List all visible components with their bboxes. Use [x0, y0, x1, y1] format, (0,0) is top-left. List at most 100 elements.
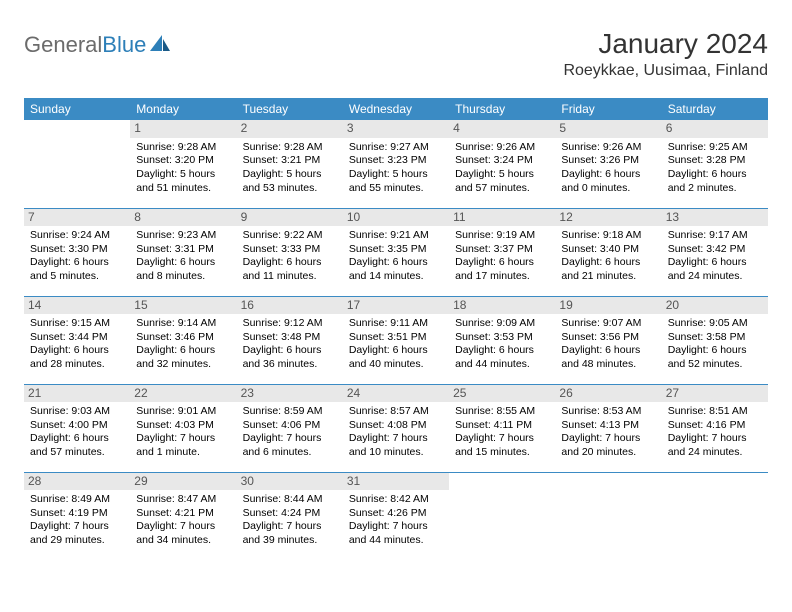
day-detail-line: Daylight: 6 hours	[30, 256, 124, 270]
weekday-header: Saturday	[662, 98, 768, 120]
day-detail-line: Sunrise: 8:51 AM	[668, 405, 762, 419]
day-number: 6	[662, 120, 768, 138]
day-number: 21	[24, 385, 130, 403]
day-number: 4	[449, 120, 555, 138]
calendar-day-cell: 26Sunrise: 8:53 AMSunset: 4:13 PMDayligh…	[555, 384, 661, 472]
day-detail-line: Sunrise: 9:12 AM	[243, 317, 337, 331]
day-detail-line: Sunrise: 9:09 AM	[455, 317, 549, 331]
calendar-day-cell: 10Sunrise: 9:21 AMSunset: 3:35 PMDayligh…	[343, 208, 449, 296]
calendar-week-row: 21 Sunrise: 9:03 AMSunset: 4:00 PM Dayligh…	[24, 384, 768, 472]
day-detail-line: Daylight: 5 hours	[136, 168, 230, 182]
day-detail-line: Sunset: 3:24 PM	[455, 154, 549, 168]
day-number: 25	[449, 385, 555, 403]
day-detail-line: Daylight: 7 hours	[136, 432, 230, 446]
calendar-day-cell: 31Sunrise: 8:42 AMSunset: 4:26 PMDayligh…	[343, 472, 449, 560]
calendar-day-cell: 23Sunrise: 8:59 AMSunset: 4:06 PMDayligh…	[237, 384, 343, 472]
calendar-day-cell	[555, 472, 661, 560]
weekday-header: Sunday	[24, 98, 130, 120]
calendar-week-row: 1Sunrise: 9:28 AMSunset: 3:20 PMDaylight…	[24, 120, 768, 208]
day-detail-line: Daylight: 5 hours	[243, 168, 337, 182]
day-detail-line: Sunrise: 9:03 AM	[30, 405, 124, 419]
day-detail-line: Sunrise: 8:55 AM	[455, 405, 549, 419]
day-detail-line: Sunset: 3:20 PM	[136, 154, 230, 168]
day-detail-line: Daylight: 6 hours	[455, 344, 549, 358]
day-detail-line: Sunset: 4:06 PM	[243, 419, 337, 433]
day-number: 12	[555, 209, 661, 227]
day-detail-line: Sunrise: 9:28 AM	[243, 141, 337, 155]
day-detail-line: Sunrise: 8:42 AM	[349, 493, 443, 507]
day-number: 14	[24, 297, 130, 315]
day-detail-line: Sunrise: 9:05 AM	[668, 317, 762, 331]
day-detail-line: Sunrise: 8:47 AM	[136, 493, 230, 507]
calendar-day-cell: 27Sunrise: 8:51 AMSunset: 4:16 PMDayligh…	[662, 384, 768, 472]
day-detail-line: and 57 minutes.	[30, 446, 124, 460]
calendar-day-cell	[662, 472, 768, 560]
day-detail-line: and 48 minutes.	[561, 358, 655, 372]
day-detail-line: Daylight: 6 hours	[455, 256, 549, 270]
calendar-day-cell: 11Sunrise: 9:19 AMSunset: 3:37 PMDayligh…	[449, 208, 555, 296]
day-detail-line: and 15 minutes.	[455, 446, 549, 460]
day-detail-line: Sunset: 4:19 PM	[30, 507, 124, 521]
weekday-header: Tuesday	[237, 98, 343, 120]
day-detail-line: Sunset: 3:51 PM	[349, 331, 443, 345]
day-number: 24	[343, 385, 449, 403]
day-number: 10	[343, 209, 449, 227]
day-detail-line: and 34 minutes.	[136, 534, 230, 548]
location-subtitle: Roeykkae, Uusimaa, Finland	[563, 62, 768, 80]
day-detail-line: and 24 minutes.	[668, 446, 762, 460]
day-detail-line: Sunset: 3:28 PM	[668, 154, 762, 168]
day-detail-line: and 39 minutes.	[243, 534, 337, 548]
calendar-week-row: 7Sunrise: 9:24 AMSunset: 3:30 PMDaylight…	[24, 208, 768, 296]
day-detail-line: Sunset: 3:56 PM	[561, 331, 655, 345]
day-detail-line: Sunrise: 9:26 AM	[455, 141, 549, 155]
day-detail-line: and 40 minutes.	[349, 358, 443, 372]
day-detail-line: Sunrise: 9:07 AM	[561, 317, 655, 331]
day-detail-line: Sunset: 4:11 PM	[455, 419, 549, 433]
day-detail-line: and 44 minutes.	[455, 358, 549, 372]
day-detail-line: and 2 minutes.	[668, 182, 762, 196]
day-detail-line: Sunset: 3:44 PM	[30, 331, 124, 345]
calendar-day-cell: 17Sunrise: 9:11 AMSunset: 3:51 PMDayligh…	[343, 296, 449, 384]
weekday-header: Wednesday	[343, 98, 449, 120]
day-detail-line: and 21 minutes.	[561, 270, 655, 284]
day-detail-line: and 28 minutes.	[30, 358, 124, 372]
calendar-day-cell: 18Sunrise: 9:09 AMSunset: 3:53 PMDayligh…	[449, 296, 555, 384]
day-detail-line: and 32 minutes.	[136, 358, 230, 372]
calendar-day-cell: 29Sunrise: 8:47 AMSunset: 4:21 PMDayligh…	[130, 472, 236, 560]
day-detail-line: Sunrise: 9:01 AM	[136, 405, 230, 419]
logo-sail-icon	[148, 33, 172, 58]
day-detail-line: Sunset: 4:00 PM	[30, 419, 124, 433]
day-detail-line: Daylight: 5 hours	[455, 168, 549, 182]
day-number: 5	[555, 120, 661, 138]
day-detail-line: Sunrise: 9:27 AM	[349, 141, 443, 155]
day-detail-line: Sunrise: 9:22 AM	[243, 229, 337, 243]
day-detail-line: and 5 minutes.	[30, 270, 124, 284]
day-detail-line: Sunrise: 9:11 AM	[349, 317, 443, 331]
day-detail-line: Sunrise: 9:19 AM	[455, 229, 549, 243]
weekday-header: Friday	[555, 98, 661, 120]
day-number: 19	[555, 297, 661, 315]
day-number: 13	[662, 209, 768, 227]
day-detail-line: Daylight: 5 hours	[349, 168, 443, 182]
calendar-day-cell: 4 Sunrise: 9:26 AMSunset: 3:24 PMDaylight…	[449, 120, 555, 208]
day-detail-line: Sunset: 4:08 PM	[349, 419, 443, 433]
calendar-day-cell: 7Sunrise: 9:24 AMSunset: 3:30 PMDaylight…	[24, 208, 130, 296]
day-detail-line: Daylight: 6 hours	[136, 256, 230, 270]
day-detail-line: Sunset: 3:21 PM	[243, 154, 337, 168]
day-detail-line: Daylight: 6 hours	[349, 256, 443, 270]
calendar-day-cell: 13Sunrise: 9:17 AMSunset: 3:42 PMDayligh…	[662, 208, 768, 296]
calendar-day-cell: 22Sunrise: 9:01 AMSunset: 4:03 PMDayligh…	[130, 384, 236, 472]
calendar-day-cell: 9Sunrise: 9:22 AMSunset: 3:33 PMDaylight…	[237, 208, 343, 296]
day-detail-line: Sunset: 3:48 PM	[243, 331, 337, 345]
day-detail-line: Daylight: 7 hours	[668, 432, 762, 446]
day-detail-line: and 53 minutes.	[243, 182, 337, 196]
day-detail-line: and 57 minutes.	[455, 182, 549, 196]
day-detail-line: Daylight: 6 hours	[668, 344, 762, 358]
day-number: 30	[237, 473, 343, 491]
day-detail-line: Sunset: 3:37 PM	[455, 243, 549, 257]
day-detail-line: Daylight: 6 hours	[30, 344, 124, 358]
day-detail-line: Sunset: 3:35 PM	[349, 243, 443, 257]
day-number: 2	[237, 120, 343, 138]
calendar-day-cell: 3Sunrise: 9:27 AMSunset: 3:23 PMDaylight…	[343, 120, 449, 208]
day-detail-line: and 8 minutes.	[136, 270, 230, 284]
